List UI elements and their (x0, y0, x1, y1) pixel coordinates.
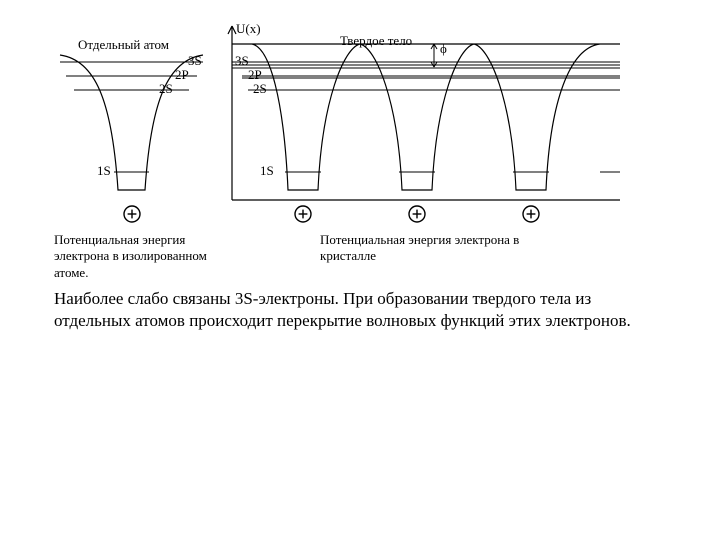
axis-label-ux: U(x) (236, 22, 261, 36)
right-caption: Потенциальная энергия электрона в криста… (320, 232, 520, 265)
diagram-canvas: Отдельный атом 3S 2P 2S 1S Потенциальная… (0, 0, 720, 540)
phi-label: ϕ (440, 42, 447, 56)
body-paragraph: Наиболее слабо связаны 3S-электроны. При… (54, 288, 664, 332)
ion-row (295, 206, 539, 222)
work-function-arrow (431, 44, 437, 67)
energy-bands (232, 62, 620, 172)
solid-body-diagram (0, 0, 720, 540)
band-label-2S: 2S (253, 82, 267, 96)
band-label-1S: 1S (260, 164, 274, 178)
band-label-3S: 3S (235, 54, 249, 68)
right-title: Твердое тело (340, 34, 412, 48)
periodic-potential-curve (232, 44, 620, 190)
